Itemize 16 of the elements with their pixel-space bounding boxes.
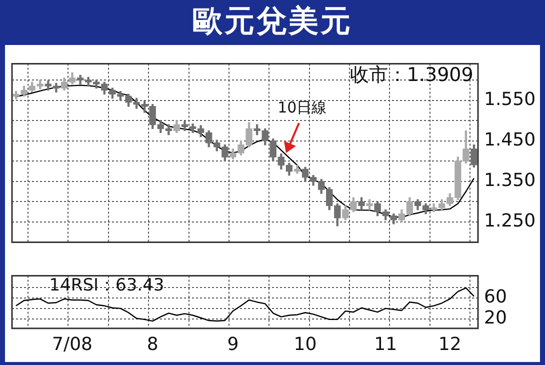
x-tick-label: 8 (146, 334, 158, 355)
y-tick-label: 20 (484, 308, 507, 329)
y-tick-label: 1.450 (484, 130, 536, 151)
y-tick-label: 60 (484, 286, 507, 308)
y-tick-label: 1.250 (484, 210, 536, 232)
annotation: 收市：1.3909 (350, 64, 474, 86)
x-tick-label: 11 (374, 334, 398, 355)
chart-title: 歐元兌美元 (192, 3, 354, 41)
x-tick-label: 7/08 (52, 334, 92, 355)
y-tick-label: 1.550 (484, 88, 536, 110)
y-tick-label: 1.350 (484, 170, 536, 192)
x-tick-label: 12 (438, 334, 462, 355)
x-tick-label: 9 (227, 334, 239, 355)
annotation: 10日線 (278, 98, 327, 116)
x-tick-label: 10 (294, 334, 317, 355)
annotation: 14RSI：63.43 (49, 276, 164, 296)
